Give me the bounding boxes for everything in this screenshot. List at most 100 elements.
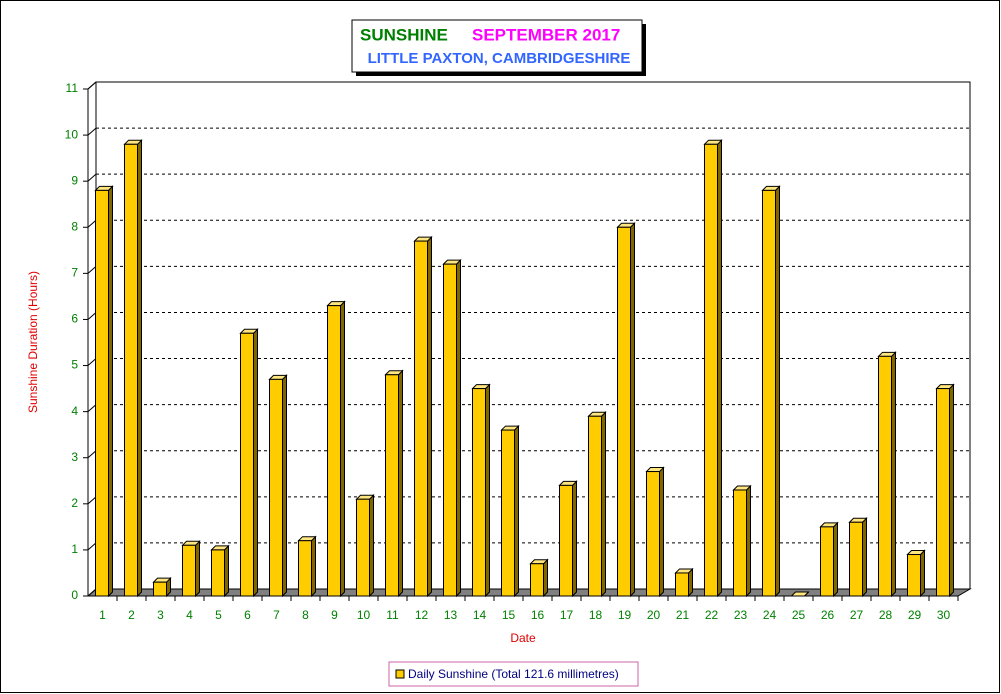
bar <box>385 374 399 597</box>
bar <box>211 549 225 597</box>
bar-side <box>775 185 780 598</box>
tick-diagonal <box>87 173 97 182</box>
bar <box>559 484 573 597</box>
x-tick-label: 6 <box>244 608 251 622</box>
tick-diagonal <box>87 265 97 274</box>
x-tick-label: 2 <box>128 608 135 622</box>
bar <box>269 378 283 597</box>
bar <box>501 429 515 597</box>
bar <box>936 388 950 597</box>
x-tick-label: 20 <box>647 608 661 622</box>
bar-side <box>195 540 200 598</box>
x-tick-label: 30 <box>937 608 951 622</box>
x-tick-label: 10 <box>357 608 371 622</box>
bar <box>153 581 167 597</box>
x-tick-label: 7 <box>273 608 280 622</box>
y-tick-label: 9 <box>71 173 78 187</box>
bar-side <box>108 185 113 598</box>
legend-swatch <box>395 669 405 679</box>
back-wall <box>95 81 971 590</box>
bar-side <box>717 139 722 598</box>
x-tick-label: 1 <box>99 608 106 622</box>
bar-side <box>456 258 461 598</box>
tick-diagonal <box>87 404 97 413</box>
bar-side <box>282 374 287 598</box>
bar <box>298 540 312 597</box>
x-tick-label: 27 <box>850 608 864 622</box>
bar <box>878 355 892 597</box>
chart-subtitle: LITTLE PAXTON, CAMBRIDGESHIRE <box>368 50 631 67</box>
x-tick-label: 14 <box>473 608 487 622</box>
y-tick-label: 4 <box>71 404 78 418</box>
y-tick-label: 10 <box>65 127 79 141</box>
legend-label: Daily Sunshine (Total 121.6 millimetres) <box>408 667 619 681</box>
bar-side <box>862 517 867 598</box>
bar-side <box>543 558 548 598</box>
x-tick-label: 4 <box>186 608 193 622</box>
bar-side <box>746 484 751 598</box>
bar <box>443 263 457 597</box>
chart-title: SUNSHINE <box>360 25 448 44</box>
x-tick-label: 9 <box>331 608 338 622</box>
chart-title-period: SEPTEMBER 2017 <box>472 25 620 44</box>
x-tick-label: 18 <box>589 608 603 622</box>
bar-side <box>514 424 519 598</box>
bar-side <box>659 466 664 598</box>
bar-side <box>572 480 577 598</box>
x-tick-label: 21 <box>676 608 690 622</box>
y-tick-label: 3 <box>71 450 78 464</box>
x-tick-label: 28 <box>879 608 893 622</box>
y-tick-label: 6 <box>71 312 78 326</box>
y-tick-label: 0 <box>71 588 78 602</box>
bar <box>182 544 196 597</box>
x-tick-label: 15 <box>502 608 516 622</box>
tick-diagonal <box>87 588 97 597</box>
bar-side <box>398 369 403 598</box>
bar-side <box>224 544 229 598</box>
bar <box>472 388 486 597</box>
bar-side <box>137 139 142 598</box>
tick-diagonal <box>87 127 97 136</box>
bar-side <box>311 535 316 598</box>
x-tick-label: 11 <box>386 608 399 622</box>
tick-diagonal <box>87 81 97 90</box>
bar <box>95 189 109 597</box>
bar-side <box>253 328 258 598</box>
bar-side <box>949 383 954 598</box>
y-tick-label: 5 <box>71 358 78 372</box>
bar-side <box>485 383 490 598</box>
bar-top <box>790 591 810 597</box>
bar <box>240 332 254 597</box>
x-tick-label: 23 <box>734 608 748 622</box>
bar <box>675 572 689 597</box>
bar <box>907 554 921 597</box>
bar <box>588 415 602 597</box>
tick-diagonal <box>87 450 97 459</box>
y-axis-label: Sunshine Duration (Hours) <box>26 271 40 413</box>
bar <box>327 305 341 597</box>
x-tick-label: 3 <box>157 608 164 622</box>
x-tick-label: 16 <box>531 608 545 622</box>
bar-side <box>891 351 896 598</box>
x-tick-label: 29 <box>908 608 922 622</box>
bar <box>617 226 631 597</box>
bar <box>849 521 863 597</box>
bar-side <box>920 549 925 598</box>
bar <box>124 143 138 597</box>
tick-diagonal <box>87 358 97 366</box>
x-tick-label: 19 <box>618 608 632 622</box>
y-tick-label: 11 <box>66 81 79 95</box>
x-tick-label: 25 <box>792 608 806 622</box>
x-tick-label: 8 <box>302 608 309 622</box>
x-axis-label: Date <box>510 631 536 645</box>
bar-side <box>833 521 838 598</box>
bar <box>356 498 370 597</box>
y-tick-label: 8 <box>71 219 78 233</box>
bar-side <box>369 494 374 598</box>
y-tick-label: 7 <box>71 266 78 280</box>
tick-diagonal <box>87 312 97 320</box>
x-tick-label: 22 <box>705 608 719 622</box>
tick-diagonal <box>87 542 97 551</box>
title-box <box>351 19 643 73</box>
